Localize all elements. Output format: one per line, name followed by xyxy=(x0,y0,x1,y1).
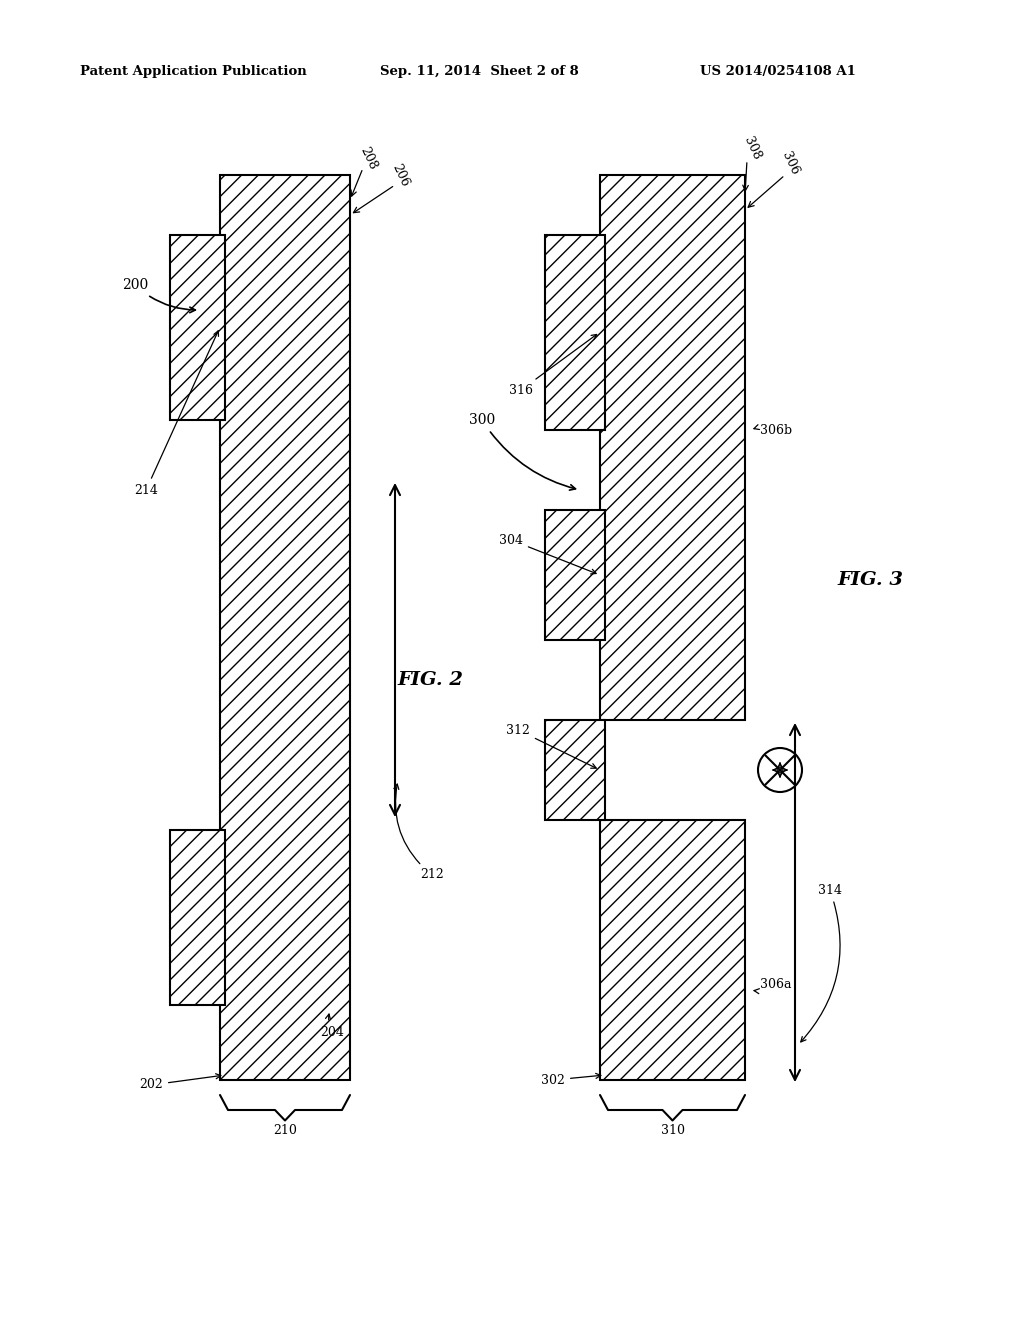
Text: Patent Application Publication: Patent Application Publication xyxy=(80,66,307,78)
Text: 306: 306 xyxy=(779,149,801,177)
Text: 212: 212 xyxy=(394,784,443,882)
Bar xyxy=(600,176,745,719)
Text: 210: 210 xyxy=(273,1123,297,1137)
Text: 300: 300 xyxy=(469,413,575,490)
Text: US 2014/0254108 A1: US 2014/0254108 A1 xyxy=(700,66,856,78)
Text: 208: 208 xyxy=(357,144,379,172)
Text: 308: 308 xyxy=(741,135,763,161)
Bar xyxy=(545,510,605,640)
Text: 302: 302 xyxy=(541,1073,601,1086)
Text: 310: 310 xyxy=(660,1123,684,1137)
Bar xyxy=(545,719,605,820)
Text: 316: 316 xyxy=(509,334,597,396)
Text: 306b: 306b xyxy=(754,424,793,437)
Text: 312: 312 xyxy=(506,723,596,768)
Text: 314: 314 xyxy=(801,883,842,1041)
Bar xyxy=(545,235,605,430)
Bar xyxy=(170,830,225,1005)
Text: 206: 206 xyxy=(389,161,411,189)
Text: 204: 204 xyxy=(319,1014,344,1039)
Text: 214: 214 xyxy=(134,331,218,496)
Bar xyxy=(170,235,225,420)
Text: FIG. 3: FIG. 3 xyxy=(837,572,903,589)
Text: 200: 200 xyxy=(122,279,196,313)
Bar xyxy=(600,820,745,1080)
Bar xyxy=(220,176,350,1080)
Text: Sep. 11, 2014  Sheet 2 of 8: Sep. 11, 2014 Sheet 2 of 8 xyxy=(380,66,579,78)
Text: FIG. 2: FIG. 2 xyxy=(397,671,463,689)
Text: 304: 304 xyxy=(499,533,596,574)
Text: 306a: 306a xyxy=(754,978,792,994)
Text: 202: 202 xyxy=(139,1073,221,1092)
